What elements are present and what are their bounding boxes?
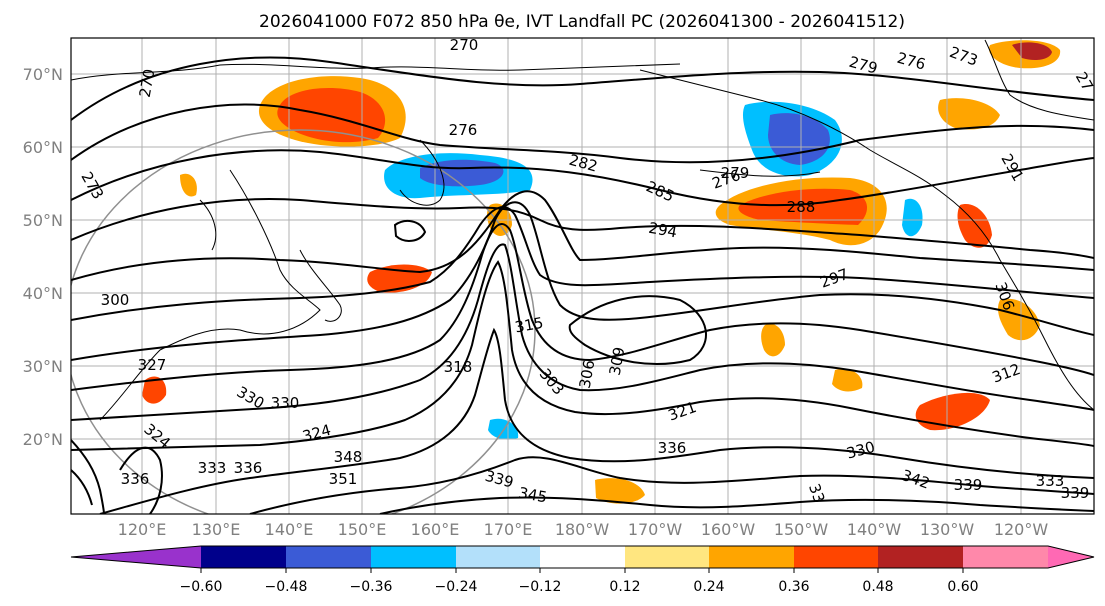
lat-label: 60°N [23,138,63,157]
contour-label: 276 [449,121,478,139]
contour-label: 309 [606,345,629,376]
colorbar-tick-label: −0.36 [350,579,393,595]
lon-label: 180°W [555,520,610,539]
map-content: 270 270 273 276 279 276 273 27 276 282 2… [71,36,1094,514]
lon-label: 120°E [118,520,167,539]
positive-anomaly-gulf-alaska-core [738,188,868,225]
negative-anomaly-bc-island [902,198,923,237]
colorbar-ticks [200,568,964,573]
colorbar: −0.60 −0.48 −0.36 −0.24 −0.12 0.12 0.24 … [70,545,1095,595]
lon-label: 120°W [994,520,1049,539]
colorbar-tick-label: 0.12 [609,579,640,595]
colorbar-tick-label: 0.24 [693,579,724,595]
lon-label: 160°E [411,520,460,539]
negative-anomaly-kamchatka-core [420,159,504,187]
contour-label: 33 [805,481,828,505]
negative-anomaly-alaska-core [768,113,830,165]
contour-label: 348 [334,448,363,466]
colorbar-segment [371,546,456,568]
colorbar-segment [540,546,625,568]
negative-anomaly-sw [488,418,519,440]
contour-label: 345 [517,484,548,507]
positive-anomaly-siberia-core [277,88,386,143]
contour-label: 333 [1036,472,1065,490]
map-frame [70,37,1095,515]
lon-label: 140°W [847,520,902,539]
colorbar-segment [201,546,286,568]
contour-label: 270 [450,36,479,54]
latitude-labels: 70°N 60°N 50°N 40°N 30°N 20°N [23,65,63,449]
colorbar-tick-label: −0.24 [435,579,478,595]
contour-label: 318 [444,358,473,376]
contour-label: 339 [954,476,983,494]
colorbar-segment [709,546,794,568]
lat-label: 50°N [23,211,63,230]
lat-label: 70°N [23,65,63,84]
lon-label: 140°E [265,520,314,539]
colorbar-segment [456,546,540,568]
positive-anomaly-subtropic-e [915,392,990,431]
positive-anomaly-china [142,376,167,404]
colorbar-tick-label: −0.60 [180,579,223,595]
lon-label: 170°W [628,520,683,539]
contour-label: 351 [329,470,358,488]
colorbar-segment [878,546,963,568]
lat-label: 30°N [23,357,63,376]
colorbar-segment [963,546,1048,568]
colorbar-segment [286,546,371,568]
contour-label: 294 [647,219,678,242]
contour-label: 288 [787,198,816,216]
contour-label: 327 [138,356,167,374]
contour-label: 306 [576,358,599,389]
colorbar-segment [625,546,709,568]
contour-label: 270 [136,67,159,98]
landfall-region-outline [71,129,536,514]
lon-label: 150°W [774,520,829,539]
positive-anomaly-bc [938,98,1000,130]
positive-anomaly-sw-us [997,298,1040,341]
lon-label: 130°E [192,520,241,539]
lon-label: 150°E [338,520,387,539]
colorbar-tick-label: −0.12 [519,579,562,595]
lon-label: 160°W [701,520,756,539]
positive-anomaly-nw-corner-core [1012,42,1052,60]
positive-anomaly-sw-blob [595,478,645,504]
positive-anomaly-central [761,323,785,357]
contour-label: 300 [101,291,130,309]
contour-label: 315 [513,314,544,337]
contour-label: 333 [198,459,227,477]
graticule [71,38,1094,514]
lat-label: 20°N [23,430,63,449]
colorbar-tick-label: −0.48 [265,579,308,595]
figure-title: 2026041000 F072 850 hPa θe, IVT Landfall… [259,12,905,32]
colorbar-segment [794,546,878,568]
contour-label: 336 [234,459,263,477]
colorbar-tick-label: 0.48 [862,579,893,595]
contour-label: 336 [121,470,150,488]
longitude-labels: 120°E 130°E 140°E 150°E 160°E 170°E 180°… [118,520,1049,539]
contour-label: 339 [1061,484,1090,502]
colorbar-tick-label: 0.60 [947,579,978,595]
contour-label: 330 [271,394,300,412]
positive-anomaly-okhotsk [180,173,197,197]
contour-label: 279 [721,164,750,182]
lon-label: 170°E [484,520,533,539]
positive-anomaly-hawaii [832,368,863,392]
colorbar-extend-low [71,546,201,568]
colorbar-tick-label: 0.36 [778,579,809,595]
lon-label: 130°W [920,520,975,539]
positive-anomaly-coast [957,204,992,248]
lat-label: 40°N [23,284,63,303]
colorbar-extend-high [1048,546,1094,568]
theta-e-contours [71,56,1094,514]
anomaly-shading [142,40,1061,504]
contour-label: 336 [658,439,687,457]
